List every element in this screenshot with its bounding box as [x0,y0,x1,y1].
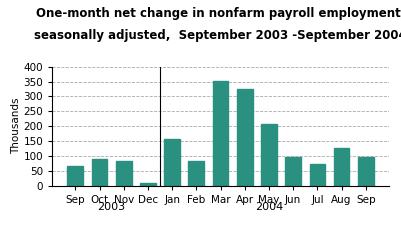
Bar [358,157,374,186]
Text: seasonally adjusted,  September 2003 -September 2004: seasonally adjusted, September 2003 -Sep… [34,29,401,42]
Bar [237,89,253,186]
Bar [334,148,349,186]
Bar [261,124,277,186]
Bar [188,161,204,186]
Y-axis label: Thousands: Thousands [10,98,20,154]
Bar [67,166,83,186]
Bar [285,157,301,186]
Bar [116,161,132,186]
Bar [310,164,325,186]
Bar [164,139,180,186]
Bar [140,183,156,186]
Text: 2003: 2003 [97,202,126,212]
Text: 2004: 2004 [255,202,283,212]
Text: One-month net change in nonfarm payroll employment,: One-month net change in nonfarm payroll … [36,7,401,20]
Bar [213,81,229,186]
Bar [92,159,107,186]
